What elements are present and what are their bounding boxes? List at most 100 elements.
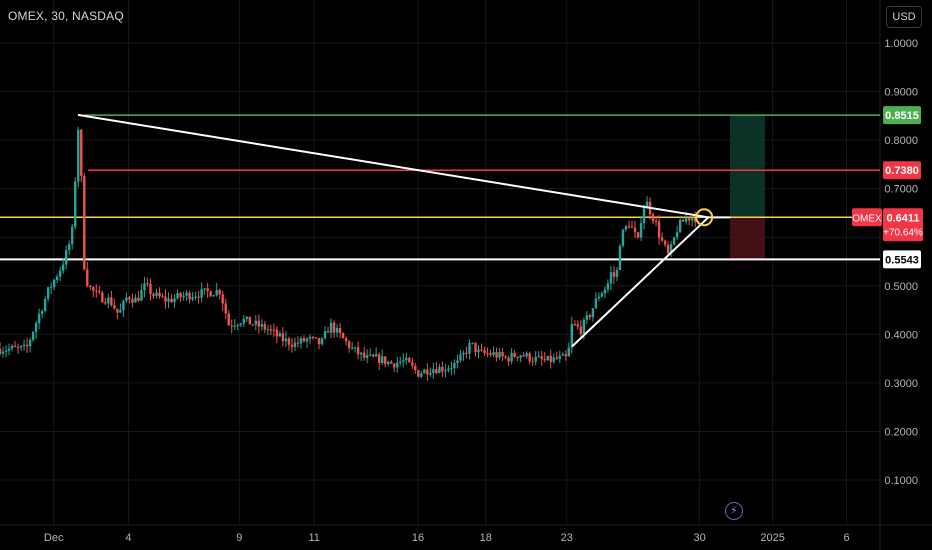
candle-body xyxy=(74,181,77,227)
candle-body xyxy=(134,297,137,303)
candle-body xyxy=(344,338,348,342)
candle-body xyxy=(233,325,236,327)
candle-body xyxy=(320,338,324,345)
candle-body xyxy=(396,362,399,368)
candle-body xyxy=(101,292,104,303)
candle-body xyxy=(525,353,528,357)
currency-button[interactable]: USD xyxy=(886,6,922,28)
candle-body xyxy=(627,226,631,228)
candle-body xyxy=(585,315,589,320)
candle-body xyxy=(573,324,577,326)
candle-body xyxy=(203,288,206,290)
candle-body xyxy=(92,287,95,291)
candle-body xyxy=(654,221,658,223)
candle-body xyxy=(46,287,50,299)
candle-body xyxy=(314,337,318,339)
candle-body xyxy=(624,226,628,230)
candle-body xyxy=(402,360,405,362)
candle-body xyxy=(83,175,86,270)
candle-body xyxy=(465,352,468,354)
candle-body xyxy=(260,324,264,327)
chart-title: OMEX, 30, NASDAQ xyxy=(8,9,124,23)
candle-body xyxy=(378,354,381,364)
candle-body xyxy=(353,347,357,349)
candle-body xyxy=(498,351,501,358)
candle-body xyxy=(248,316,251,325)
y-tick-label: 0.5000 xyxy=(884,281,918,293)
candle-body xyxy=(191,297,194,300)
candle-body xyxy=(687,217,691,221)
symbol-tag xyxy=(852,208,882,227)
candle-body xyxy=(549,355,552,362)
candle-body xyxy=(405,357,408,361)
candle-body xyxy=(49,287,53,289)
y-tick-label: 0.4000 xyxy=(884,329,918,341)
candle-body xyxy=(52,279,56,288)
x-tick-label: 18 xyxy=(480,532,492,544)
candle-body xyxy=(371,354,375,357)
last-price-badge xyxy=(883,208,923,242)
candle-body xyxy=(609,272,613,284)
candle-body xyxy=(158,292,161,297)
candle-body xyxy=(269,329,273,331)
candle-body xyxy=(278,333,282,337)
x-tick-label: 2025 xyxy=(760,532,784,544)
candle-body xyxy=(140,290,143,301)
candle-body xyxy=(495,352,498,358)
candle-body xyxy=(299,338,303,344)
candle-body xyxy=(516,356,519,358)
candle-body xyxy=(1,351,5,354)
candle-body xyxy=(462,352,465,355)
candle-body xyxy=(161,296,164,298)
candle-body xyxy=(489,353,492,355)
highlight-circle xyxy=(695,208,714,227)
candle-body xyxy=(317,338,321,345)
y-tick-label: 0.7000 xyxy=(884,184,918,196)
candle-body xyxy=(152,294,155,296)
candle-body xyxy=(185,292,188,296)
last-price-label: 0.6411 xyxy=(886,212,919,224)
candle-body xyxy=(513,352,516,357)
candle-body xyxy=(663,240,667,245)
candle-body xyxy=(71,226,74,245)
candle-body xyxy=(636,232,640,238)
candle-body xyxy=(284,338,288,342)
candle-body xyxy=(444,370,447,372)
candle-body xyxy=(510,352,513,362)
candle-body xyxy=(206,288,209,292)
candle-body xyxy=(368,354,372,356)
candle-body xyxy=(546,355,549,361)
candle-body xyxy=(390,361,393,364)
candle-body xyxy=(86,269,89,286)
candle-body xyxy=(579,326,583,335)
candle-body xyxy=(561,354,564,356)
candle-body xyxy=(227,313,230,326)
candle-body xyxy=(414,365,417,371)
candle-body xyxy=(323,331,327,339)
price-badge-label: 0.8515 xyxy=(885,110,919,122)
time-axis[interactable]: Dec 4 9 11 16 18 23 30 2025 6 xyxy=(44,532,850,544)
candle-body xyxy=(591,308,595,318)
candle-body xyxy=(570,324,574,348)
price-badge xyxy=(883,106,921,125)
price-badges: 0.8515 0.7380 0.5543 0.6411 +70.64%OMEX xyxy=(852,106,923,269)
candle-body xyxy=(37,313,41,323)
target-zone xyxy=(730,115,765,218)
candle-body xyxy=(612,272,616,277)
candle-body xyxy=(633,227,637,233)
candle-body xyxy=(16,346,20,348)
price-badge-label: 0.7380 xyxy=(885,165,919,177)
candle-body xyxy=(239,323,242,325)
x-tick-label: 6 xyxy=(843,532,849,544)
y-tick-label: 0.1000 xyxy=(884,475,918,487)
candle-body xyxy=(540,356,543,360)
candle-body xyxy=(290,344,294,347)
lightning-icon[interactable]: ⚡ xyxy=(725,502,743,520)
candle-body xyxy=(420,373,423,377)
candle-body xyxy=(660,237,664,241)
last-price-change: +70.64% xyxy=(883,227,923,238)
candle-body xyxy=(630,226,634,228)
candle-body xyxy=(534,356,537,362)
candle-body xyxy=(564,354,567,357)
